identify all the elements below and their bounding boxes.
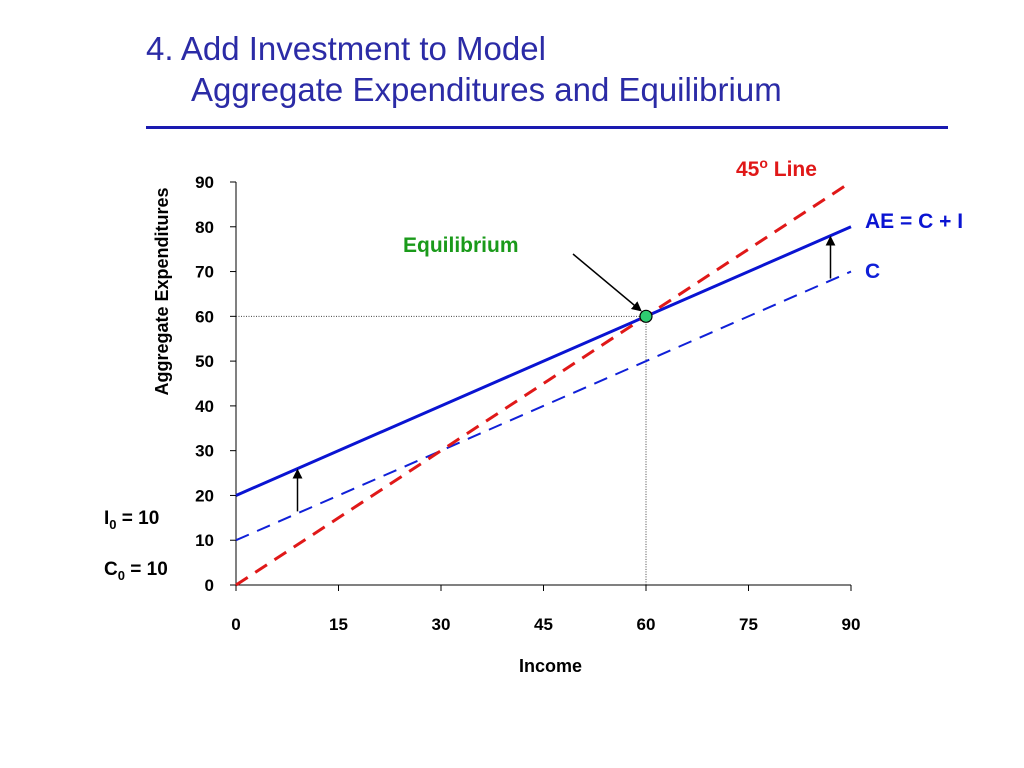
equilibrium-guides — [236, 315, 647, 585]
equilibrium-label: Equilibrium — [403, 234, 519, 257]
y-tick-label: 70 — [195, 263, 214, 282]
chart-axes: 0 10 20 30 40 50 60 70 80 90 0 15 30 45 60 75 90 Income Ag… — [152, 173, 860, 676]
consumption-line — [235, 270, 852, 542]
slide-title-line-1: 4. Add Investment to Model — [146, 30, 546, 67]
y-tick-label: 10 — [195, 531, 214, 550]
y-tick-label: 40 — [195, 397, 214, 416]
x-axis-label: Income — [519, 656, 582, 676]
y-tick-label: 90 — [195, 173, 214, 192]
equilibrium-pointer-arrow — [572, 253, 642, 312]
consumption-line-label: C — [865, 260, 880, 283]
y-axis-label: Aggregate Expenditures — [152, 187, 172, 395]
y-tick-label: 60 — [195, 307, 214, 326]
x-tick-label: 75 — [739, 615, 758, 634]
investment-label: I0 = 10 — [104, 508, 159, 532]
chart-lines — [235, 180, 852, 587]
chart-annotations — [292, 235, 836, 512]
title-underline — [146, 126, 948, 129]
x-tick-label: 30 — [432, 615, 451, 634]
consumption-intercept-label: C0 = 10 — [104, 559, 168, 583]
y-tick-label: 80 — [195, 218, 214, 237]
y-tick-label: 20 — [195, 486, 214, 505]
x-tick-label: 0 — [231, 615, 240, 634]
x-tick-label: 60 — [637, 615, 656, 634]
x-tick-label: 15 — [329, 615, 348, 634]
line-45 — [235, 180, 852, 587]
x-tick-label: 45 — [534, 615, 553, 634]
line-45-label: 45o Line — [736, 155, 817, 181]
ae-line — [235, 225, 852, 497]
chart-labels: Equilibrium 45o Line AE = C + I C I0 = 10 C0 … — [104, 155, 963, 583]
x-tick-label: 90 — [842, 615, 861, 634]
slide-title: 4. Add Investment to Model Aggregate Exp… — [146, 28, 782, 110]
y-tick-label: 0 — [205, 576, 214, 595]
slide-title-line-2: Aggregate Expenditures and Equilibrium — [191, 71, 782, 108]
y-tick-label: 30 — [195, 442, 214, 461]
y-tick-label: 50 — [195, 352, 214, 371]
equilibrium-point — [639, 309, 653, 323]
ae-line-label: AE = C + I — [865, 210, 963, 233]
